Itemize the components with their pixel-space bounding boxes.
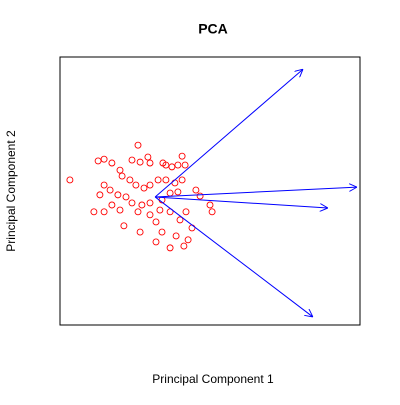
point bbox=[66, 176, 74, 184]
y-axis-label: Principal Component 2 bbox=[4, 130, 18, 252]
point bbox=[94, 157, 102, 165]
point bbox=[192, 186, 200, 194]
point bbox=[134, 208, 142, 216]
point bbox=[162, 161, 170, 169]
point bbox=[146, 199, 154, 207]
point bbox=[208, 208, 216, 216]
point bbox=[174, 188, 182, 196]
loading-arrow bbox=[154, 69, 303, 198]
point bbox=[172, 232, 180, 240]
point bbox=[162, 176, 170, 184]
point bbox=[114, 191, 122, 199]
point bbox=[196, 192, 204, 200]
chart-title: PCA bbox=[198, 21, 228, 37]
point bbox=[171, 179, 179, 187]
point bbox=[182, 208, 190, 216]
point bbox=[178, 176, 186, 184]
point bbox=[152, 238, 160, 246]
point bbox=[146, 181, 154, 189]
point bbox=[120, 222, 128, 230]
x-axis-label: Principal Component 1 bbox=[152, 372, 274, 386]
point bbox=[181, 161, 189, 169]
point bbox=[140, 184, 148, 192]
point bbox=[90, 208, 98, 216]
point bbox=[128, 156, 136, 164]
point bbox=[100, 155, 108, 163]
point bbox=[128, 199, 136, 207]
point bbox=[152, 218, 160, 226]
point bbox=[136, 158, 144, 166]
plot-box bbox=[59, 56, 361, 326]
point bbox=[116, 166, 124, 174]
point bbox=[126, 176, 134, 184]
point bbox=[174, 161, 182, 169]
point bbox=[106, 186, 114, 194]
point bbox=[116, 206, 124, 214]
loading-arrow bbox=[154, 196, 313, 317]
point bbox=[138, 201, 146, 209]
point bbox=[136, 228, 144, 236]
point bbox=[146, 159, 154, 167]
loading-arrow bbox=[155, 187, 357, 198]
point bbox=[166, 244, 174, 252]
point bbox=[154, 176, 162, 184]
point bbox=[168, 163, 176, 171]
point bbox=[100, 208, 108, 216]
point bbox=[158, 228, 166, 236]
point bbox=[96, 191, 104, 199]
point bbox=[122, 193, 130, 201]
loading-arrow bbox=[155, 196, 328, 208]
point bbox=[132, 181, 140, 189]
point bbox=[100, 181, 108, 189]
point bbox=[118, 172, 126, 180]
point bbox=[108, 201, 116, 209]
point bbox=[134, 141, 142, 149]
point bbox=[178, 152, 186, 160]
point bbox=[176, 216, 184, 224]
point bbox=[156, 206, 164, 214]
point bbox=[144, 153, 152, 161]
point bbox=[188, 224, 196, 232]
point bbox=[206, 201, 214, 209]
point bbox=[108, 159, 116, 167]
point bbox=[184, 236, 192, 244]
point bbox=[146, 211, 154, 219]
point bbox=[166, 189, 174, 197]
point bbox=[180, 242, 188, 250]
